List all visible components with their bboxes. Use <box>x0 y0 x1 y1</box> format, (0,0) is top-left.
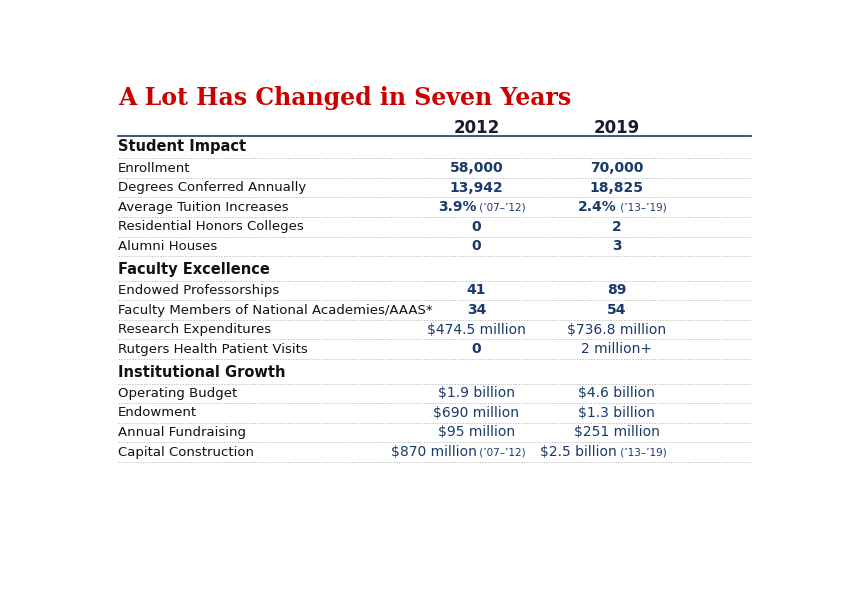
Text: $251 million: $251 million <box>574 426 660 440</box>
Text: Faculty Members of National Academies/AAAS*: Faculty Members of National Academies/AA… <box>118 304 433 317</box>
Text: 18,825: 18,825 <box>590 181 643 194</box>
Text: (’13–’19): (’13–’19) <box>617 202 666 212</box>
Text: A Lot Has Changed in Seven Years: A Lot Has Changed in Seven Years <box>118 86 571 110</box>
Text: $870 million: $870 million <box>391 445 477 459</box>
Text: $1.3 billion: $1.3 billion <box>578 406 655 420</box>
Text: Rutgers Health Patient Visits: Rutgers Health Patient Visits <box>118 343 308 356</box>
Text: 54: 54 <box>607 303 626 317</box>
Text: 2: 2 <box>612 220 621 234</box>
Text: 2.4%: 2.4% <box>578 200 617 214</box>
Text: 2 million+: 2 million+ <box>581 342 652 356</box>
Text: Research Expenditures: Research Expenditures <box>118 323 271 336</box>
Text: Average Tuition Increases: Average Tuition Increases <box>118 201 289 214</box>
Text: 34: 34 <box>467 303 486 317</box>
Text: 0: 0 <box>472 220 481 234</box>
Text: Alumni Houses: Alumni Houses <box>118 240 218 253</box>
Text: $2.5 billion: $2.5 billion <box>540 445 617 459</box>
Text: $474.5 million: $474.5 million <box>427 323 526 337</box>
Text: Residential Honors Colleges: Residential Honors Colleges <box>118 220 303 233</box>
Text: Student Impact: Student Impact <box>118 139 246 154</box>
Text: (’07–’12): (’07–’12) <box>477 447 526 457</box>
Text: $736.8 million: $736.8 million <box>567 323 666 337</box>
Text: Operating Budget: Operating Budget <box>118 387 237 400</box>
Text: $4.6 billion: $4.6 billion <box>578 387 655 400</box>
Text: 0: 0 <box>472 239 481 254</box>
Text: Endowed Professorships: Endowed Professorships <box>118 284 280 297</box>
Text: 13,942: 13,942 <box>450 181 503 194</box>
Text: $95 million: $95 million <box>438 426 515 440</box>
Text: $690 million: $690 million <box>434 406 519 420</box>
Text: 70,000: 70,000 <box>590 161 643 175</box>
Text: 2012: 2012 <box>453 119 500 137</box>
Text: 89: 89 <box>607 284 626 297</box>
Text: Annual Fundraising: Annual Fundraising <box>118 426 246 439</box>
Text: Endowment: Endowment <box>118 407 197 420</box>
Text: Institutional Growth: Institutional Growth <box>118 365 286 379</box>
Text: Enrollment: Enrollment <box>118 161 190 174</box>
Text: 41: 41 <box>467 284 486 297</box>
Text: 2019: 2019 <box>593 119 640 137</box>
Text: 3.9%: 3.9% <box>438 200 477 214</box>
Text: Faculty Excellence: Faculty Excellence <box>118 262 270 277</box>
Text: Degrees Conferred Annually: Degrees Conferred Annually <box>118 181 306 194</box>
Text: (’07–’12): (’07–’12) <box>477 202 526 212</box>
Text: 3: 3 <box>612 239 621 254</box>
Text: 0: 0 <box>472 342 481 356</box>
Text: 58,000: 58,000 <box>450 161 503 175</box>
Text: Capital Construction: Capital Construction <box>118 446 254 459</box>
Text: $1.9 billion: $1.9 billion <box>438 387 515 400</box>
Text: (’13–’19): (’13–’19) <box>617 447 666 457</box>
